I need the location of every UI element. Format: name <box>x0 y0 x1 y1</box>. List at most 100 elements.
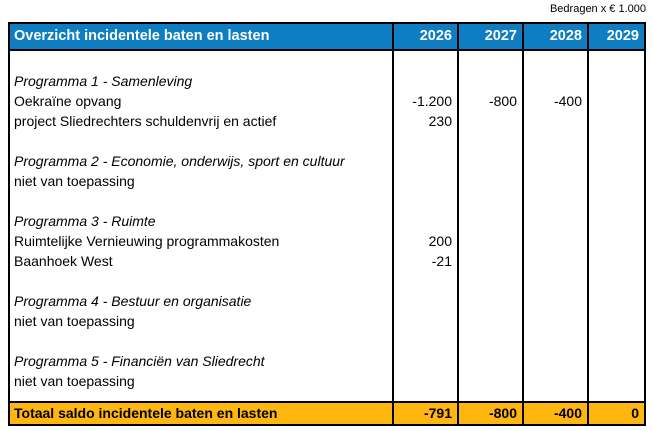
row-value <box>457 231 522 251</box>
row-label: niet van toepassing <box>14 373 135 389</box>
row-value <box>457 131 522 151</box>
total-value: -800 <box>457 403 522 424</box>
row-value <box>522 171 587 191</box>
row-value: -400 <box>522 91 587 111</box>
row-value <box>587 351 644 371</box>
table-row: niet van toepassing <box>10 311 644 331</box>
row-value <box>522 291 587 311</box>
row-label: Oekraïne opvang <box>14 93 122 109</box>
table-body: Programma 1 - Samenleving Oekraïne opvan… <box>10 51 644 401</box>
row-value <box>587 111 644 131</box>
table-title: Overzicht incidentele baten en lasten <box>14 28 270 44</box>
row-value <box>587 231 644 251</box>
row-value <box>522 311 587 331</box>
row-value <box>587 91 644 111</box>
row-value <box>457 211 522 231</box>
table-row <box>10 391 644 401</box>
row-label <box>10 391 392 401</box>
row-value <box>457 151 522 171</box>
row-value <box>522 51 587 71</box>
row-value: -21 <box>392 251 457 271</box>
total-row: Totaal saldo incidentele baten en lasten… <box>10 401 644 424</box>
row-value <box>587 251 644 271</box>
year-column-header: 2027 <box>457 24 522 49</box>
row-value <box>522 191 587 211</box>
row-label: Programma 2 - Economie, onderwijs, sport… <box>14 153 345 169</box>
row-value <box>587 191 644 211</box>
row-value: -800 <box>457 91 522 111</box>
row-label: Baanhoek West <box>14 253 113 269</box>
row-value <box>392 271 457 291</box>
row-value <box>392 331 457 351</box>
row-value <box>457 331 522 351</box>
row-value <box>457 191 522 211</box>
row-value <box>587 71 644 91</box>
table-header-row: Overzicht incidentele baten en lasten 20… <box>10 24 644 51</box>
row-value <box>392 71 457 91</box>
row-value <box>457 371 522 391</box>
incidental-items-table: Overzicht incidentele baten en lasten 20… <box>8 22 646 426</box>
row-value <box>587 271 644 291</box>
row-label: niet van toepassing <box>14 173 135 189</box>
row-value <box>457 351 522 371</box>
row-value: -1.200 <box>392 91 457 111</box>
row-value <box>457 271 522 291</box>
row-value <box>587 391 644 401</box>
table-row <box>10 191 644 211</box>
row-label: Programma 5 - Financiën van Sliedrecht <box>14 353 265 369</box>
row-value <box>457 51 522 71</box>
row-value <box>392 51 457 71</box>
row-value <box>392 131 457 151</box>
row-value <box>392 191 457 211</box>
table-row: Baanhoek West -21 <box>10 251 644 271</box>
row-value <box>392 171 457 191</box>
table-row <box>10 51 644 71</box>
table-row <box>10 331 644 351</box>
table-row: Ruimtelijke Vernieuwing programmakosten … <box>10 231 644 251</box>
table-row <box>10 271 644 291</box>
row-label <box>10 191 392 211</box>
row-value <box>457 251 522 271</box>
row-value: 200 <box>392 231 457 251</box>
row-label <box>10 131 392 151</box>
row-value <box>587 331 644 351</box>
row-value <box>587 151 644 171</box>
row-value <box>587 131 644 151</box>
year-column-header: 2028 <box>522 24 587 49</box>
table-row: Programma 2 - Economie, onderwijs, sport… <box>10 151 644 171</box>
total-value: 0 <box>587 403 644 424</box>
table-row: niet van toepassing <box>10 371 644 391</box>
row-value <box>522 131 587 151</box>
row-value <box>522 371 587 391</box>
row-value <box>522 331 587 351</box>
row-value <box>522 151 587 171</box>
row-label: Programma 3 - Ruimte <box>14 213 156 229</box>
table-row: Programma 1 - Samenleving <box>10 71 644 91</box>
row-value <box>522 351 587 371</box>
table-row: Programma 4 - Bestuur en organisatie <box>10 291 644 311</box>
row-value <box>587 371 644 391</box>
row-label <box>10 271 392 291</box>
row-value <box>522 391 587 401</box>
total-value: -400 <box>522 403 587 424</box>
row-value <box>392 211 457 231</box>
table-row: niet van toepassing <box>10 171 644 191</box>
table-row: Oekraïne opvang -1.200 -800 -400 <box>10 91 644 111</box>
row-value <box>457 111 522 131</box>
row-value <box>457 391 522 401</box>
row-label <box>10 51 392 71</box>
row-value <box>522 251 587 271</box>
row-label: niet van toepassing <box>14 313 135 329</box>
row-value <box>587 311 644 331</box>
row-value <box>392 371 457 391</box>
row-value <box>457 311 522 331</box>
total-value: -791 <box>392 403 457 424</box>
row-value <box>457 71 522 91</box>
row-value <box>522 231 587 251</box>
row-label: Programma 4 - Bestuur en organisatie <box>14 293 252 309</box>
table-row: Programma 5 - Financiën van Sliedrecht <box>10 351 644 371</box>
row-label: Ruimtelijke Vernieuwing programmakosten <box>14 233 280 249</box>
row-value <box>522 111 587 131</box>
row-value <box>392 311 457 331</box>
